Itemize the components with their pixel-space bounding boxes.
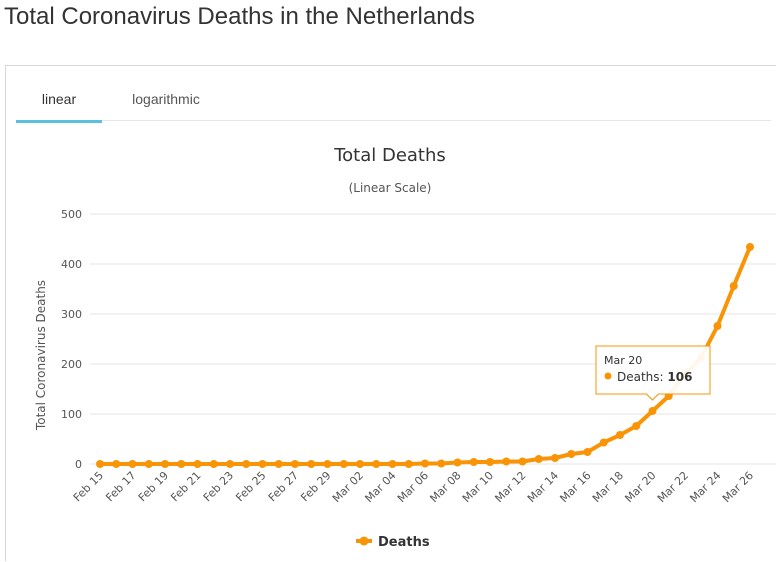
data-point[interactable] — [112, 460, 121, 468]
data-point[interactable] — [534, 455, 543, 463]
x-tick-label: Feb 23 — [201, 469, 236, 504]
data-point[interactable] — [713, 322, 722, 330]
x-tick-label: Mar 04 — [362, 469, 398, 505]
y-axis-ticks: 0 100 200 300 400 500 — [61, 208, 82, 471]
y-tick-label: 0 — [75, 458, 82, 471]
data-point[interactable] — [746, 243, 754, 251]
page-title: Total Coronavirus Deaths in the Netherla… — [4, 3, 475, 30]
y-tick-label: 100 — [61, 408, 82, 421]
legend[interactable]: Deaths — [356, 535, 430, 550]
data-point[interactable] — [193, 460, 202, 468]
x-tick-label: Mar 06 — [395, 469, 431, 505]
deaths-chart: Total Deaths (Linear Scale) Total Corona… — [34, 145, 776, 550]
data-point[interactable] — [144, 460, 153, 468]
data-point[interactable] — [632, 422, 641, 430]
y-tick-label: 300 — [61, 308, 82, 321]
x-tick-label: Feb 17 — [103, 469, 138, 504]
tooltip-marker — [604, 372, 612, 380]
data-point[interactable] — [372, 460, 381, 468]
tooltip-date: Mar 20 — [604, 354, 642, 367]
x-tick-label: Feb 25 — [233, 469, 268, 504]
data-point[interactable] — [421, 459, 429, 468]
y-tick-label: 500 — [61, 208, 82, 221]
x-tick-label: Mar 02 — [330, 469, 366, 505]
x-tick-label: Mar 24 — [687, 469, 723, 505]
x-tick-label: Feb 15 — [71, 469, 106, 504]
data-point[interactable] — [648, 407, 657, 415]
data-point[interactable] — [469, 458, 478, 466]
data-point[interactable] — [583, 448, 592, 456]
data-point[interactable] — [96, 460, 104, 468]
data-point[interactable] — [404, 460, 413, 468]
data-point[interactable] — [161, 460, 169, 468]
data-point[interactable] — [599, 438, 608, 447]
data-point[interactable] — [274, 460, 283, 468]
data-point[interactable] — [242, 460, 251, 468]
data-point[interactable] — [356, 460, 364, 468]
y-tick-label: 400 — [61, 258, 82, 271]
data-point[interactable] — [551, 454, 559, 462]
grid-lines — [90, 213, 776, 465]
tab-logarithmic[interactable]: logarithmic — [132, 91, 200, 107]
data-tooltip: Mar 20 Deaths: 106 — [595, 345, 711, 401]
chart-title: Total Deaths — [333, 145, 446, 166]
tooltip-series-name: Deaths — [617, 370, 660, 384]
tooltip-value: 106 — [667, 370, 692, 384]
data-point[interactable] — [437, 459, 446, 468]
y-tick-label: 200 — [61, 358, 82, 371]
y-axis-title: Total Coronavirus Deaths — [34, 280, 48, 431]
data-point[interactable] — [616, 431, 624, 439]
data-point[interactable] — [323, 460, 332, 468]
x-tick-label: Mar 16 — [557, 469, 593, 505]
data-point[interactable] — [729, 282, 738, 290]
legend-marker — [359, 536, 369, 546]
data-point[interactable] — [177, 460, 186, 468]
data-point[interactable] — [209, 460, 218, 468]
tooltip-box — [595, 345, 711, 401]
data-point[interactable] — [128, 460, 137, 468]
tab-linear[interactable]: linear — [16, 66, 102, 123]
chart-panel: linear logarithmic Total Deaths (Linear … — [5, 65, 776, 561]
x-tick-label: Feb 27 — [266, 469, 301, 504]
x-tick-label: Mar 12 — [492, 469, 528, 505]
chart-subtitle: (Linear Scale) — [349, 181, 432, 195]
data-point[interactable] — [518, 457, 527, 466]
data-point[interactable] — [486, 458, 494, 466]
deaths-series[interactable] — [96, 243, 754, 468]
data-point[interactable] — [226, 460, 234, 468]
tooltip-colon: : — [660, 370, 668, 384]
x-tick-label: Mar 26 — [720, 469, 756, 505]
data-point[interactable] — [567, 450, 576, 458]
x-tick-label: Mar 22 — [655, 469, 691, 505]
tooltip-series-label: Deaths: 106 — [617, 370, 692, 384]
x-tick-label: Mar 08 — [427, 469, 463, 505]
scale-tabs: linear logarithmic — [16, 66, 771, 123]
x-tick-label: Feb 21 — [168, 469, 203, 504]
data-point[interactable] — [388, 460, 397, 468]
x-tick-label: Mar 20 — [622, 469, 658, 505]
data-point[interactable] — [258, 460, 267, 468]
data-point[interactable] — [453, 458, 462, 467]
x-tick-label: Mar 10 — [460, 469, 496, 505]
data-point[interactable] — [502, 457, 511, 466]
legend-label: Deaths — [378, 535, 430, 550]
x-tick-label: Feb 19 — [136, 469, 171, 504]
data-point[interactable] — [291, 460, 299, 468]
x-tick-label: Mar 18 — [590, 469, 626, 505]
data-point[interactable] — [307, 460, 316, 468]
x-tick-label: Feb 29 — [298, 469, 333, 504]
x-tick-label: Mar 14 — [525, 469, 561, 505]
data-point[interactable] — [339, 460, 348, 468]
